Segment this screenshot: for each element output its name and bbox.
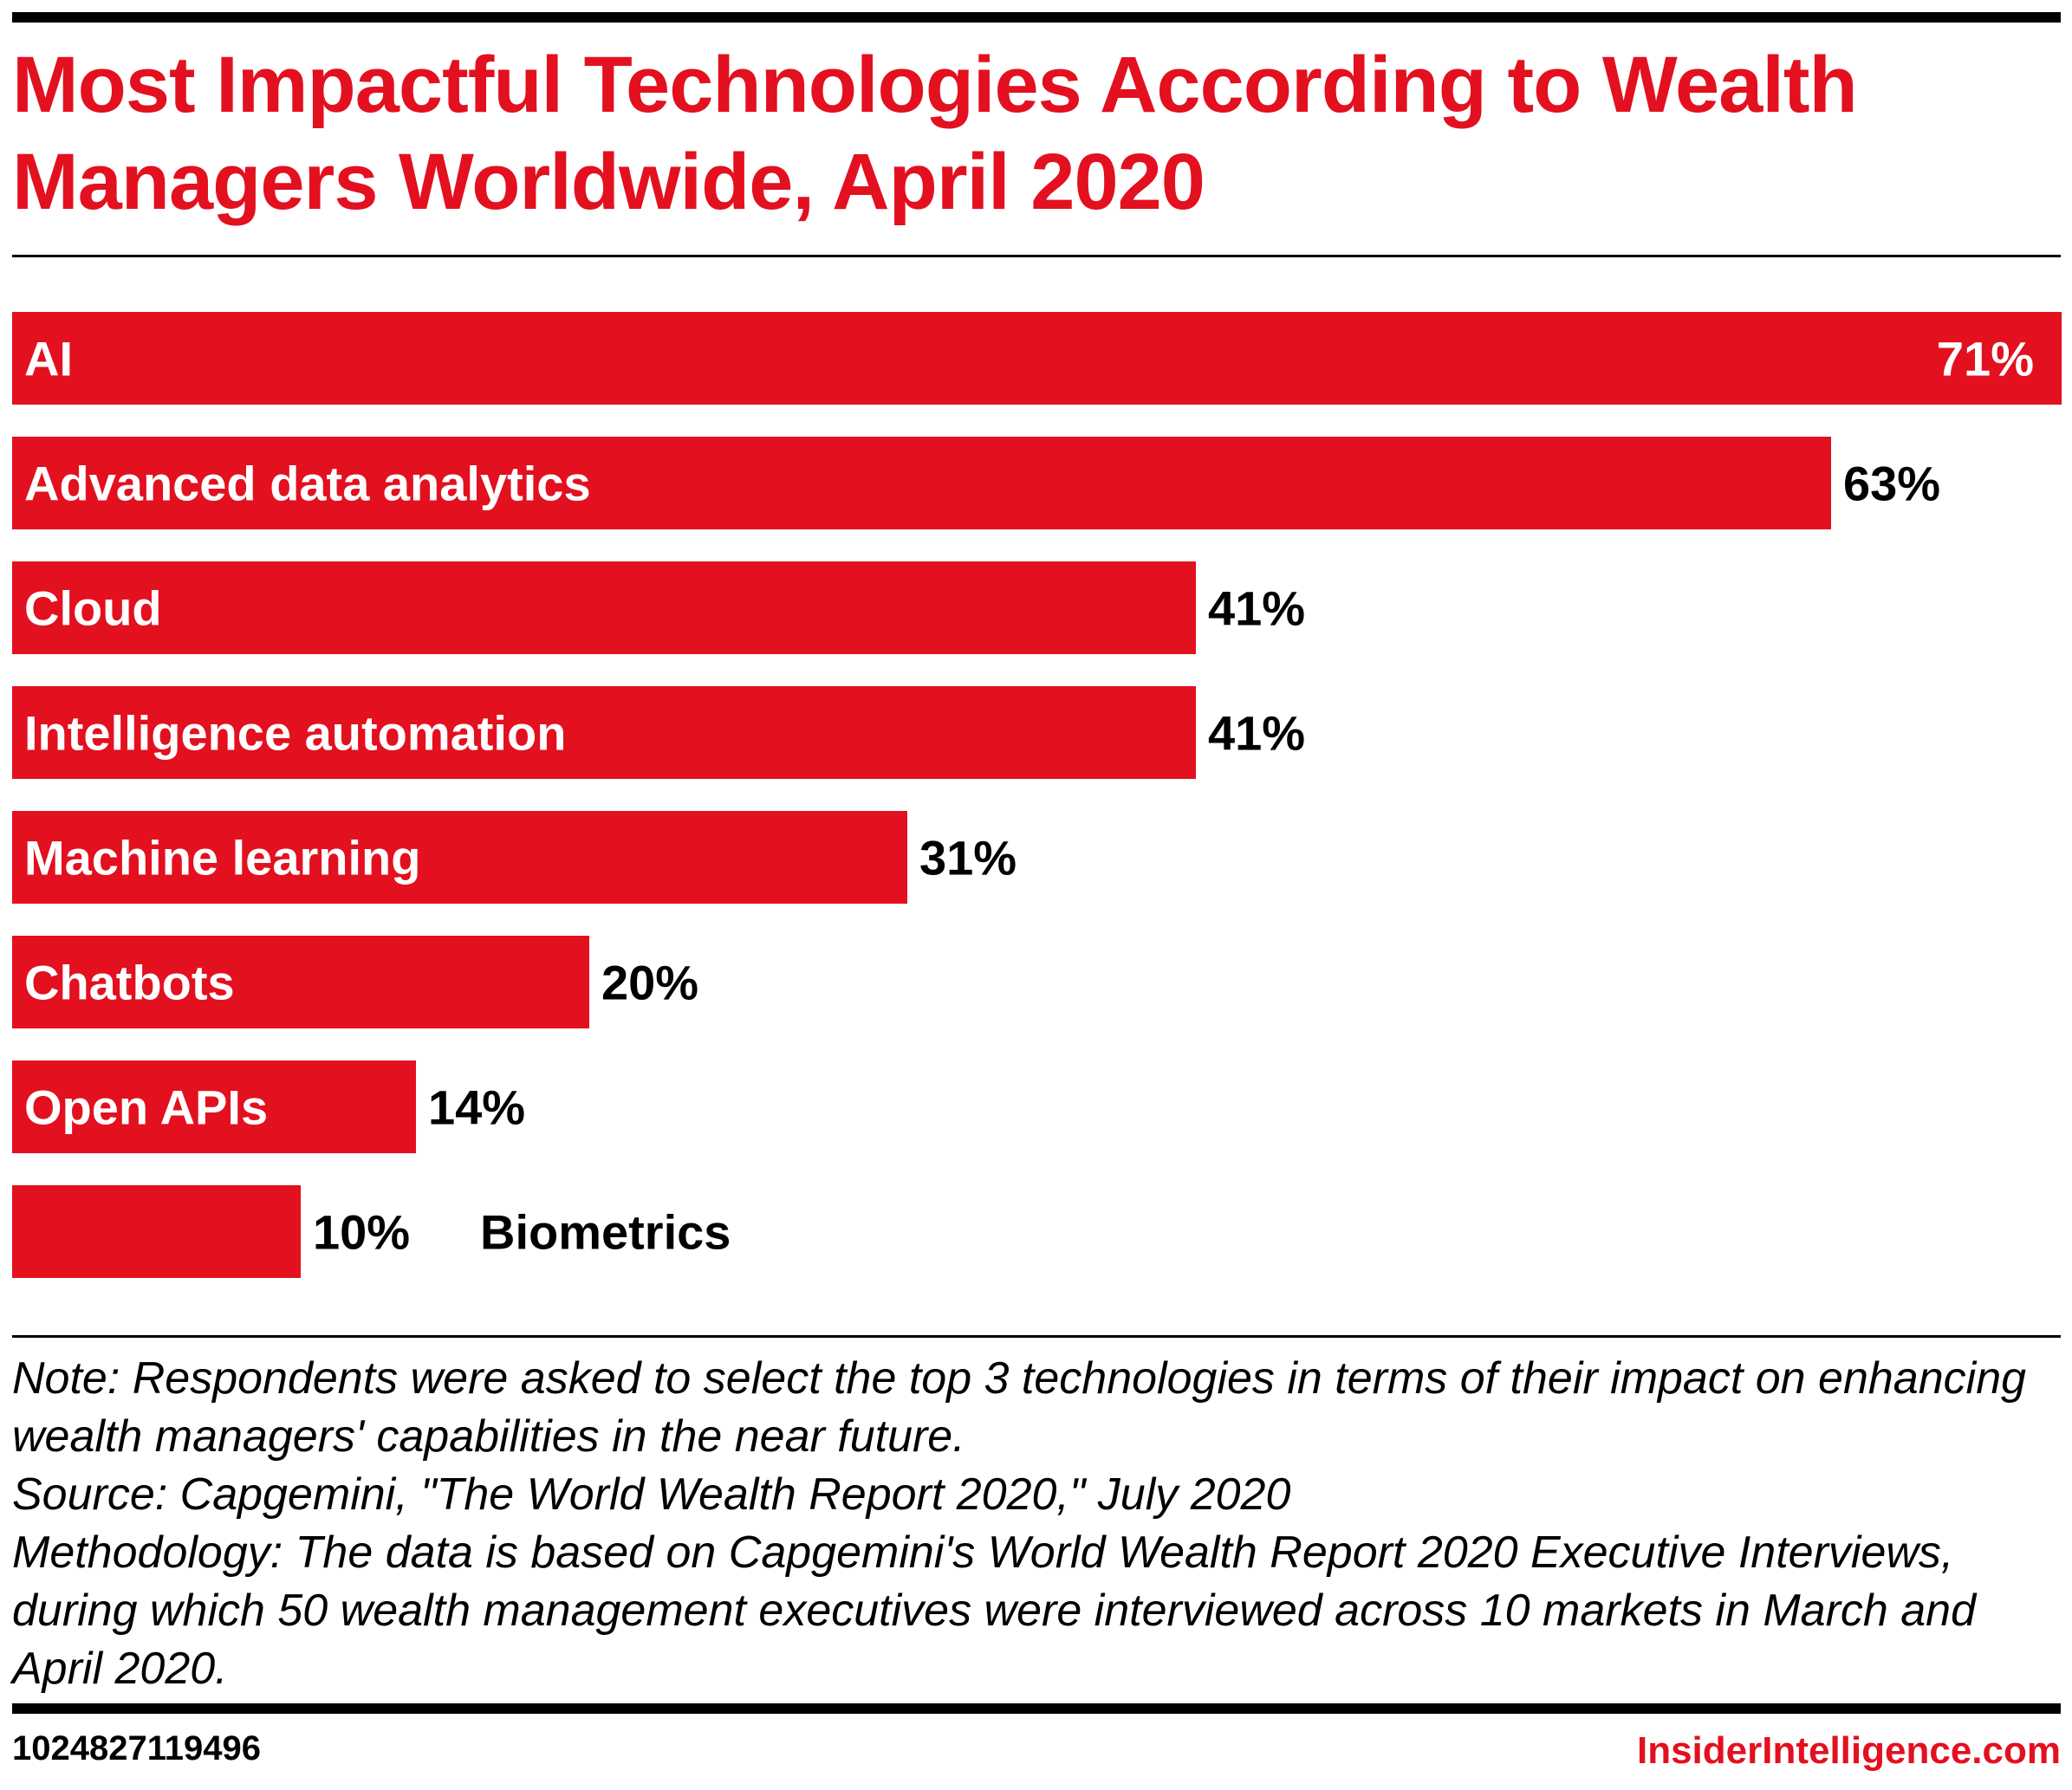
top-rule — [12, 12, 2061, 23]
bar-machine-learning — [12, 811, 907, 904]
value-label: 41% — [1208, 581, 1305, 636]
bar-open-apis — [12, 1060, 416, 1153]
bar-chart: AI 71% Advanced data analytics 63% Cloud 41% I… — [12, 312, 2062, 1278]
category-label: Machine learning — [24, 831, 420, 885]
value-label: 31% — [919, 831, 1017, 885]
chart-notes: Note: Respondents were asked to select t… — [12, 1350, 2061, 1698]
value-label: 10% — [313, 1205, 410, 1260]
value-label: 41% — [1208, 706, 1305, 761]
source-text: Source: Capgemini, "The World Wealth Rep… — [12, 1469, 1291, 1520]
value-label: 63% — [1843, 457, 1940, 511]
category-label: Advanced data analytics — [24, 457, 591, 511]
category-label: Cloud — [24, 581, 162, 636]
chart-title: Most Impactful Technologies According to… — [12, 41, 1858, 226]
value-label: 14% — [428, 1080, 525, 1135]
category-label: Chatbots — [24, 956, 235, 1010]
note-text: Note: Respondents were asked to select t… — [12, 1353, 2027, 1462]
bar-ai — [12, 312, 2062, 405]
bar-chatbots — [12, 936, 589, 1028]
bar-biometrics — [12, 1185, 301, 1278]
chart-id: 1024827119496 — [12, 1729, 261, 1767]
category-label: Intelligence automation — [24, 706, 566, 761]
category-label: Open APIs — [24, 1080, 268, 1135]
category-label: Biometrics — [480, 1205, 731, 1260]
value-label: 20% — [601, 956, 698, 1010]
category-label: AI — [24, 332, 73, 386]
value-label: 71% — [1937, 332, 2034, 386]
bar-cloud — [12, 561, 1196, 654]
title-divider — [12, 255, 2061, 257]
footer-rule — [12, 1703, 2061, 1714]
bar-advanced-data-analytics — [12, 437, 1831, 529]
methodology-text: Methodology: The data is based on Capgem… — [12, 1527, 1977, 1694]
notes-divider — [12, 1335, 2061, 1338]
bar-intelligence-automation — [12, 686, 1196, 779]
brand-link[interactable]: InsiderIntelligence.com — [1636, 1729, 2061, 1772]
